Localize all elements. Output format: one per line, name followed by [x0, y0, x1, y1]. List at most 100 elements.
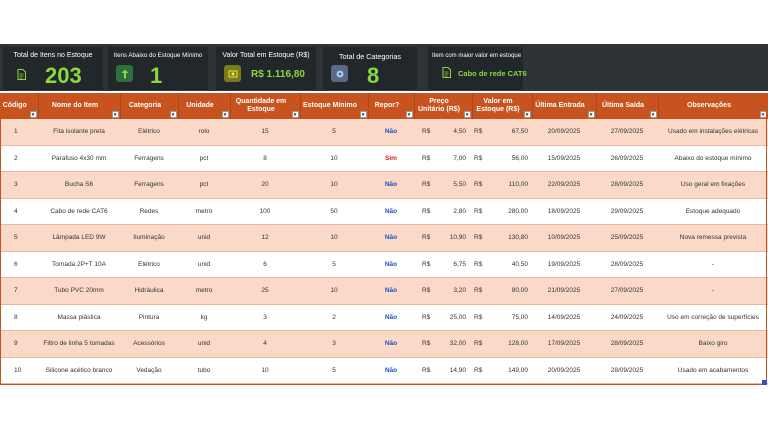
dropdown-filter-icon[interactable]: ▾	[523, 111, 531, 118]
cell-nome[interactable]: Massa plástica	[38, 304, 120, 331]
table-row[interactable]: 4 Cabo de rede CAT6 Redes metro 100 50 Não R$ 2,…	[0, 198, 768, 225]
cell-qtd[interactable]: 3	[230, 304, 300, 331]
column-header[interactable]: Repor? ▾	[368, 93, 415, 119]
cell-unidade[interactable]: metro	[178, 198, 230, 225]
column-header[interactable]: Unidade ▾	[178, 93, 231, 119]
cell-qtd[interactable]: 15	[230, 119, 300, 146]
cell-preco[interactable]: R$ 7,00	[414, 145, 472, 172]
cell-categoria[interactable]: Elétrico	[120, 251, 178, 278]
cell-categoria[interactable]: Ferragens	[120, 171, 178, 199]
cell-saida[interactable]: 24/09/2025	[596, 304, 658, 331]
cell-entrada[interactable]: 14/09/2025	[532, 304, 596, 331]
cell-saida[interactable]: 28/09/2025	[596, 357, 658, 384]
cell-obs[interactable]: Abaixo do estoque mínimo	[658, 145, 768, 172]
cell-categoria[interactable]: Vedação	[120, 357, 178, 384]
cell-saida[interactable]: 25/09/2025	[596, 224, 658, 252]
cell-unidade[interactable]: unid	[178, 251, 230, 278]
cell-qtd[interactable]: 12	[230, 224, 300, 252]
cell-repor[interactable]: Não	[368, 171, 414, 199]
table-row[interactable]: 2 Parafuso 4x30 mm Ferragens pct 8 10 Sim R$ 7,0…	[0, 145, 768, 172]
cell-repor[interactable]: Não	[368, 251, 414, 278]
cell-categoria[interactable]: Redes	[120, 198, 178, 225]
cell-codigo[interactable]: 1	[0, 119, 38, 146]
cell-obs[interactable]: Nova remessa prevista	[658, 224, 768, 252]
cell-categoria[interactable]: Iluminação	[120, 224, 178, 252]
dropdown-filter-icon[interactable]: ▾	[759, 111, 767, 118]
cell-qtd[interactable]: 10	[230, 357, 300, 384]
cell-unidade[interactable]: metro	[178, 277, 230, 305]
cell-preco[interactable]: R$ 32,00	[414, 330, 472, 358]
cell-qtd[interactable]: 6	[230, 251, 300, 278]
column-header[interactable]: Quantidade em Estoque ▾	[230, 93, 301, 119]
cell-nome[interactable]: Cabo de rede CAT6	[38, 198, 120, 225]
cell-codigo[interactable]: 10	[0, 357, 38, 384]
cell-saida[interactable]: 27/09/2025	[596, 119, 658, 146]
cell-minimo[interactable]: 50	[300, 198, 368, 225]
cell-repor[interactable]: Não	[368, 224, 414, 252]
cell-obs[interactable]: Baixo giro	[658, 330, 768, 358]
cell-codigo[interactable]: 6	[0, 251, 38, 278]
cell-preco[interactable]: R$ 25,00	[414, 304, 472, 331]
cell-minimo[interactable]: 10	[300, 171, 368, 199]
cell-saida[interactable]: 28/09/2025	[596, 330, 658, 358]
cell-qtd[interactable]: 20	[230, 171, 300, 199]
cell-unidade[interactable]: unid	[178, 224, 230, 252]
cell-entrada[interactable]: 10/09/2025	[532, 224, 596, 252]
resize-handle[interactable]	[762, 380, 767, 385]
column-header[interactable]: Nome do Item ▾	[38, 93, 121, 119]
column-header[interactable]: Última Entrada ▾	[532, 93, 597, 119]
dropdown-filter-icon[interactable]: ▾	[649, 111, 657, 118]
cell-valor[interactable]: R$ 280,00	[472, 198, 532, 225]
cell-valor[interactable]: R$ 80,00	[472, 277, 532, 305]
cell-entrada[interactable]: 18/09/2025	[532, 198, 596, 225]
cell-entrada[interactable]: 20/09/2025	[532, 119, 596, 146]
dropdown-filter-icon[interactable]: ▾	[291, 111, 299, 118]
cell-preco[interactable]: R$ 6,75	[414, 251, 472, 278]
cell-saida[interactable]: 28/09/2025	[596, 251, 658, 278]
dropdown-filter-icon[interactable]: ▾	[359, 111, 367, 118]
dropdown-filter-icon[interactable]: ▾	[463, 111, 471, 118]
table-row[interactable]: 1 Fita isolante preta Elétrico rolo 15 5 Não R$…	[0, 119, 768, 146]
cell-nome[interactable]: Parafuso 4x30 mm	[38, 145, 120, 172]
cell-entrada[interactable]: 21/09/2025	[532, 277, 596, 305]
column-header[interactable]: Estoque Mínimo ▾	[300, 93, 369, 119]
column-header[interactable]: Código ▾	[0, 93, 39, 119]
cell-codigo[interactable]: 9	[0, 330, 38, 358]
cell-qtd[interactable]: 25	[230, 277, 300, 305]
cell-qtd[interactable]: 100	[230, 198, 300, 225]
cell-repor[interactable]: Não	[368, 198, 414, 225]
cell-saida[interactable]: 26/09/2025	[596, 145, 658, 172]
cell-codigo[interactable]: 3	[0, 171, 38, 199]
cell-nome[interactable]: Bucha S6	[38, 171, 120, 199]
cell-codigo[interactable]: 5	[0, 224, 38, 252]
column-header[interactable]: Última Saída ▾	[596, 93, 659, 119]
cell-preco[interactable]: R$ 2,80	[414, 198, 472, 225]
cell-minimo[interactable]: 5	[300, 119, 368, 146]
cell-nome[interactable]: Lâmpada LED 9W	[38, 224, 120, 252]
cell-obs[interactable]: -	[658, 251, 768, 278]
cell-preco[interactable]: R$ 3,20	[414, 277, 472, 305]
dropdown-filter-icon[interactable]: ▾	[587, 111, 595, 118]
cell-categoria[interactable]: Pintura	[120, 304, 178, 331]
cell-obs[interactable]: Usado em instalações elétricas	[658, 119, 768, 146]
cell-unidade[interactable]: tubo	[178, 357, 230, 384]
column-header[interactable]: Categoria ▾	[120, 93, 179, 119]
dropdown-filter-icon[interactable]: ▾	[29, 111, 37, 118]
cell-unidade[interactable]: pct	[178, 145, 230, 172]
cell-preco[interactable]: R$ 4,50	[414, 119, 472, 146]
cell-minimo[interactable]: 10	[300, 224, 368, 252]
cell-unidade[interactable]: kg	[178, 304, 230, 331]
cell-entrada[interactable]: 17/09/2025	[532, 330, 596, 358]
cell-unidade[interactable]: rolo	[178, 119, 230, 146]
column-header[interactable]: Observações ▾	[658, 93, 768, 119]
cell-codigo[interactable]: 7	[0, 277, 38, 305]
cell-obs[interactable]: Estoque adequado	[658, 198, 768, 225]
dropdown-filter-icon[interactable]: ▾	[221, 111, 229, 118]
cell-repor[interactable]: Sim	[368, 145, 414, 172]
cell-nome[interactable]: Fita isolante preta	[38, 119, 120, 146]
cell-qtd[interactable]: 8	[230, 145, 300, 172]
dropdown-filter-icon[interactable]: ▾	[111, 111, 119, 118]
cell-saida[interactable]: 29/09/2025	[596, 198, 658, 225]
cell-repor[interactable]: Não	[368, 330, 414, 358]
table-row[interactable]: 10 Silicone acético branco Vedação tubo 10 5 N…	[0, 357, 768, 384]
